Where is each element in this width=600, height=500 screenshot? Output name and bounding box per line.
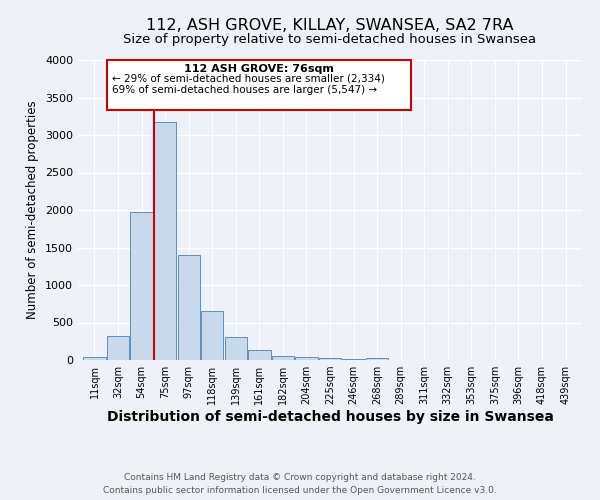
Y-axis label: Number of semi-detached properties: Number of semi-detached properties (26, 100, 40, 320)
FancyBboxPatch shape (107, 60, 411, 110)
Bar (319, 358, 341, 360)
Text: ← 29% of semi-detached houses are smaller (2,334): ← 29% of semi-detached houses are smalle… (112, 74, 385, 84)
Bar (107, 336, 129, 360)
Bar (130, 212, 153, 360)
Bar (295, 357, 317, 360)
Text: 112, ASH GROVE, KILLAY, SWANSEA, SA2 7RA: 112, ASH GROVE, KILLAY, SWANSEA, SA2 7RA (146, 18, 514, 32)
Text: 112 ASH GROVE: 76sqm: 112 ASH GROVE: 76sqm (184, 64, 334, 74)
Bar (366, 358, 388, 360)
Text: Size of property relative to semi-detached houses in Swansea: Size of property relative to semi-detach… (124, 32, 536, 46)
Bar (201, 311, 223, 360)
Bar (224, 337, 247, 360)
Text: Contains HM Land Registry data © Crown copyright and database right 2024.
Contai: Contains HM Land Registry data © Crown c… (103, 474, 497, 495)
Bar (248, 350, 271, 360)
Bar (83, 357, 106, 360)
X-axis label: Distribution of semi-detached houses by size in Swansea: Distribution of semi-detached houses by … (107, 410, 553, 424)
Bar (343, 359, 365, 360)
Bar (154, 122, 176, 360)
Bar (178, 255, 200, 360)
Bar (272, 356, 294, 360)
Text: 69% of semi-detached houses are larger (5,547) →: 69% of semi-detached houses are larger (… (112, 84, 377, 95)
